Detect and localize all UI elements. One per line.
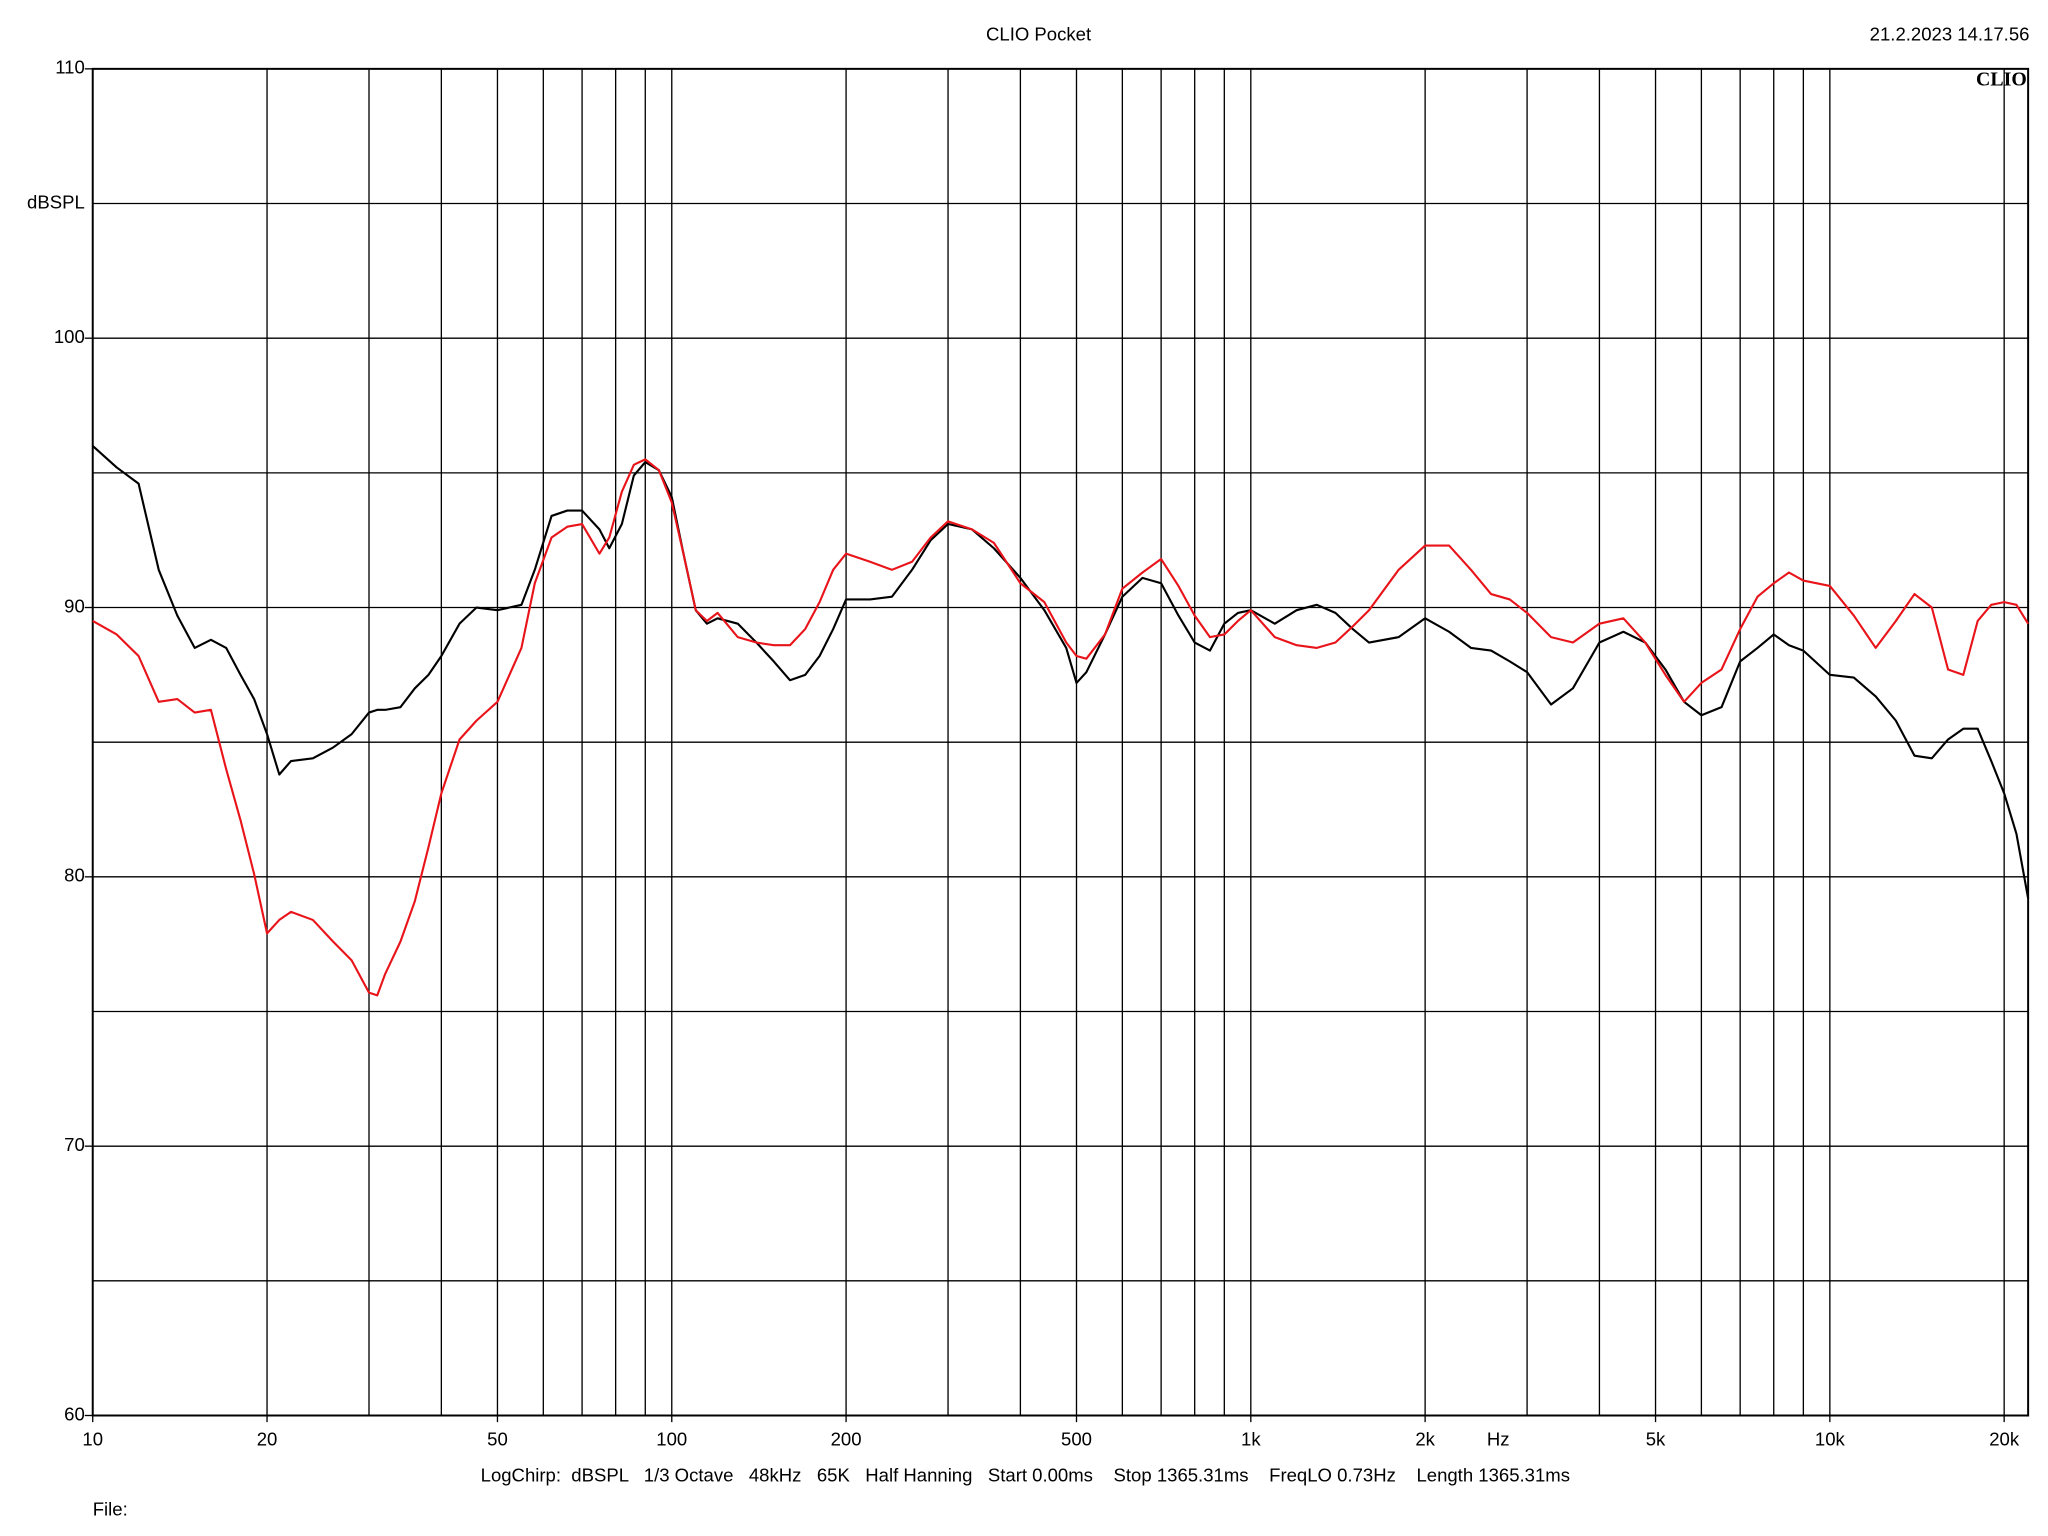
x-tick-label: 500 — [1061, 1429, 1092, 1450]
x-tick-label: 100 — [656, 1429, 687, 1450]
series-line — [92, 445, 2030, 899]
y-tick-label: 70 — [64, 1134, 85, 1155]
x-tick-label: 20k — [1989, 1429, 2020, 1450]
x-tick-label: 1k — [1241, 1429, 1261, 1450]
y-tick-label: 80 — [64, 865, 85, 886]
series-line — [92, 458, 2030, 997]
x-tick-label: 200 — [831, 1429, 862, 1450]
timestamp: 21.2.2023 14.17.56 — [1870, 24, 2030, 45]
x-tick-label: 2k — [1415, 1429, 1435, 1450]
y-tick-label: 110 — [55, 57, 85, 78]
y-axis-label: dBSPL — [27, 191, 85, 212]
x-tick-label: 5k — [1646, 1429, 1666, 1450]
chart-title: CLIO Pocket — [986, 24, 1092, 45]
x-tick-label: 10k — [1815, 1429, 1846, 1450]
plot-frame — [91, 67, 2030, 1417]
footer: LogChirp: dBSPL 1/3 Octave 48kHz 65K Hal… — [481, 1464, 1570, 1485]
x-tick-label: 20 — [257, 1429, 278, 1450]
y-tick-label: 60 — [64, 1403, 85, 1424]
logo: CLIO — [1976, 68, 2027, 90]
y-tick-label: 90 — [64, 595, 85, 616]
x-tick-label: 10 — [82, 1429, 103, 1450]
y-tick-label: 100 — [54, 326, 85, 347]
x-tick-label: 50 — [487, 1429, 508, 1450]
file-label: File: — [93, 1499, 128, 1520]
x-axis-label: Hz — [1487, 1429, 1510, 1450]
